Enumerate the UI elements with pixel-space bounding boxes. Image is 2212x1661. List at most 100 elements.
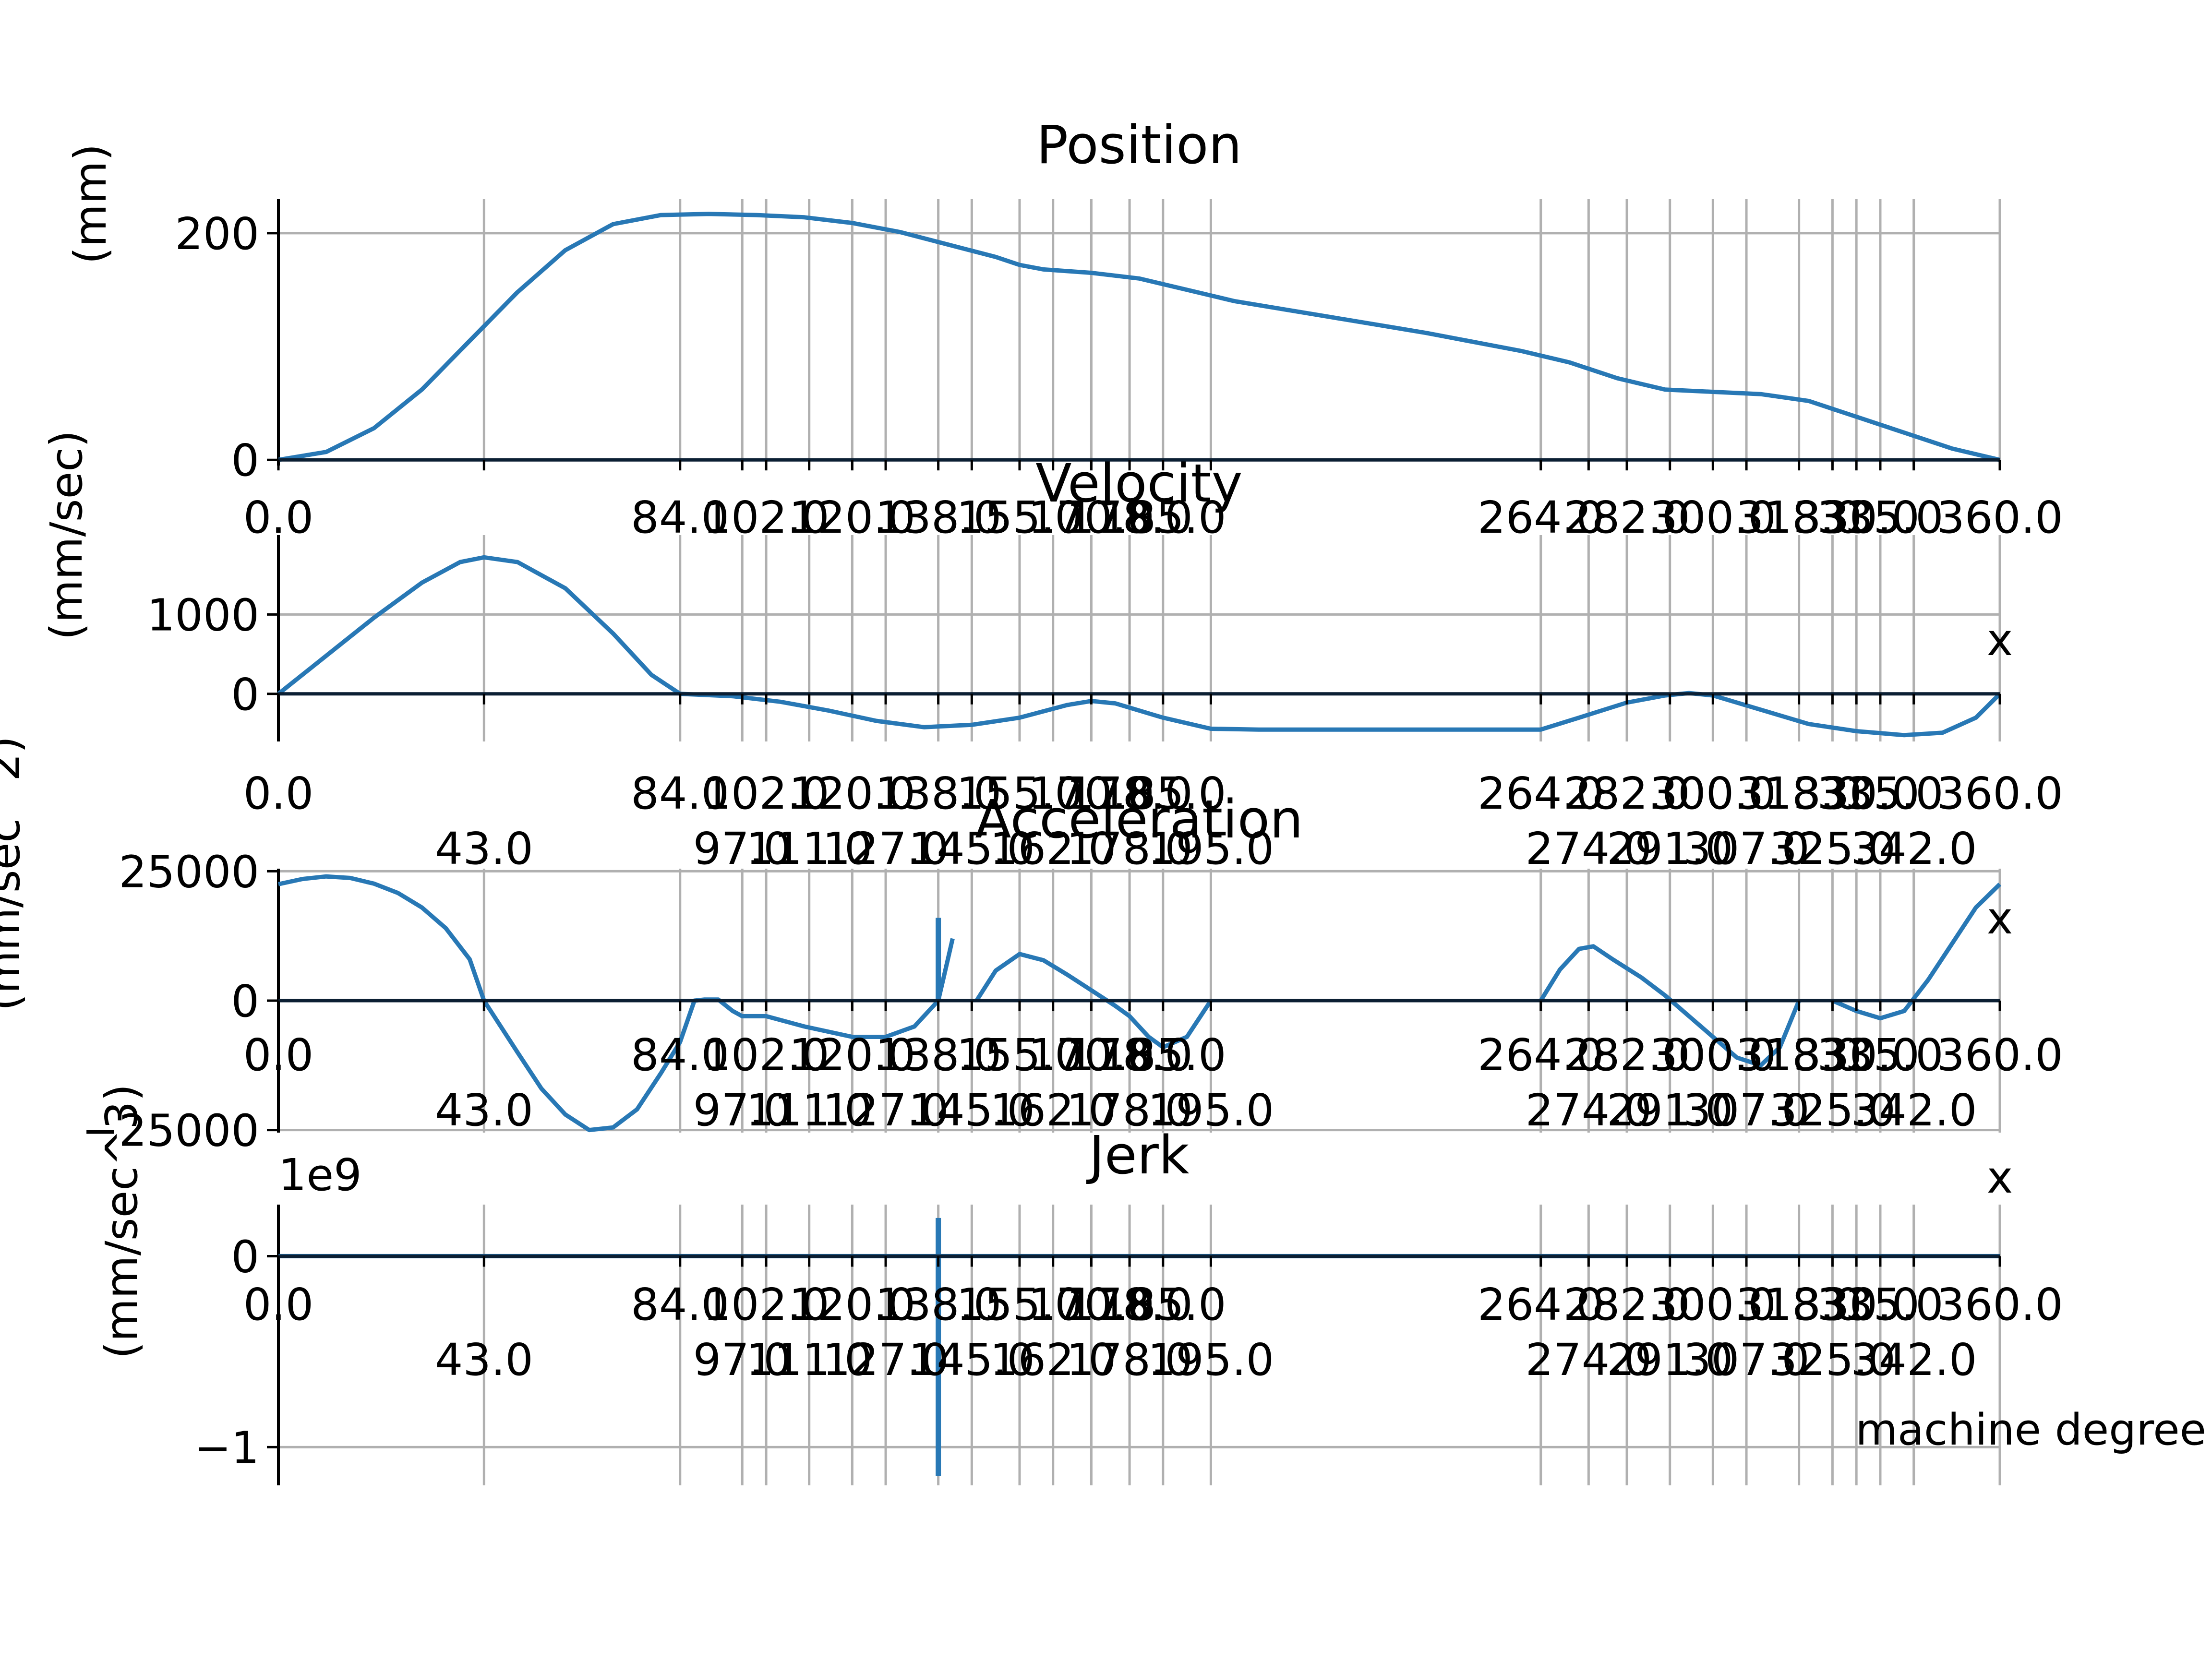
x-tick-label: 342.0	[1851, 823, 1977, 874]
panel-title: Jerk	[1086, 1124, 1189, 1186]
x-tick-label: 178.0	[1066, 492, 1192, 543]
x-tick-label: 84.0	[631, 1029, 729, 1081]
y-tick-label: 200	[175, 208, 259, 260]
x-tick-label: 330.0	[1793, 768, 1919, 819]
x-tick-label: 335.0	[1817, 492, 1943, 543]
x-tick-label: 138.0	[875, 1279, 1001, 1330]
x-tick-label: 318.0	[1736, 1279, 1862, 1330]
x-tick-label: 138.0	[875, 768, 1001, 819]
x-tick-label: 145.0	[909, 1085, 1035, 1136]
x-tick-label: 195.0	[1148, 1085, 1274, 1136]
x-tick-label: 97.0	[693, 1334, 792, 1386]
x-tick-label: 120.0	[789, 1029, 915, 1081]
x-tick-label: 43.0	[435, 823, 533, 874]
x-tick-label: 185.0	[1100, 492, 1226, 543]
x-tick-label: 325.0	[1769, 1085, 1896, 1136]
x-tick-label: 185.0	[1100, 1279, 1226, 1330]
y-axis-label: (mm/sec)	[41, 430, 92, 640]
x-tick-label: 282.0	[1563, 768, 1690, 819]
x-tick-label: 360.0	[1936, 1029, 2063, 1081]
x-tick-label: 330.0	[1793, 1029, 1919, 1081]
x-tick-label: 111.0	[746, 1334, 872, 1386]
x-tick-label: 282.0	[1563, 1029, 1690, 1081]
y-tick-label: 0	[231, 669, 259, 720]
x-tick-label: 178.0	[1066, 1085, 1192, 1136]
panel-position: 0 200 0.0 84.0102.0120.0138.0155.0170.0178.…	[65, 114, 2063, 543]
x-tick-label: 274.0	[1526, 823, 1652, 874]
x-tick-label: 330.0	[1793, 1279, 1919, 1330]
panel-title: Acceleration	[975, 789, 1303, 850]
x-tick-label: 318.0	[1736, 768, 1862, 819]
x-tick-label: 300.0	[1650, 1029, 1776, 1081]
x-tick-label: 155.0	[956, 1279, 1082, 1330]
x-tick-label: 170.0	[1028, 1029, 1154, 1081]
x-tick-label: 185.0	[1100, 1029, 1226, 1081]
x-tick-label: 127.0	[822, 1085, 949, 1136]
x-tick-label: 145.0	[909, 823, 1035, 874]
series-line	[974, 952, 1213, 1050]
panel-title: Position	[1036, 114, 1242, 176]
y-tick-label: −25000	[82, 1105, 259, 1157]
x-tick-label: 0.0	[243, 768, 313, 819]
x-tick-label: 264.0	[1478, 1279, 1604, 1330]
x-axis-label: machine degree	[1855, 1405, 2206, 1455]
series-line	[278, 874, 955, 1133]
x-tick-label: 170.0	[1028, 492, 1154, 543]
series-line	[277, 555, 2002, 738]
x-tick-label: 127.0	[822, 1334, 949, 1386]
x-tick-label: 155.0	[956, 768, 1082, 819]
x-tick-label: 195.0	[1148, 823, 1274, 874]
x-tick-label: 43.0	[435, 1085, 533, 1136]
y-tick-label: 0	[231, 1231, 259, 1282]
x-marker-text: x	[1987, 1152, 2013, 1203]
x-tick-label: 307.0	[1683, 1085, 1809, 1136]
x-tick-label: 300.0	[1650, 768, 1776, 819]
x-tick-label: 155.0	[956, 1029, 1082, 1081]
x-tick-label: 307.0	[1683, 823, 1809, 874]
x-tick-label: 0.0	[243, 1279, 313, 1330]
x-tick-label: 162.0	[990, 1085, 1116, 1136]
x-tick-label: 300.0	[1650, 1279, 1776, 1330]
x-tick-label: 43.0	[435, 1334, 533, 1386]
x-tick-label: 120.0	[789, 768, 915, 819]
x-tick-label: 102.0	[703, 768, 829, 819]
x-tick-label: 300.0	[1650, 492, 1776, 543]
panel-jerk: −100.0 84.0102.0120.0138.0155.0170.0178.0…	[96, 1084, 2063, 1485]
x-tick-label: 178.0	[1066, 1334, 1192, 1386]
y-tick-label: 1000	[147, 589, 259, 641]
x-tick-label: 264.0	[1478, 492, 1604, 543]
x-tick-label: 335.0	[1817, 768, 1943, 819]
series-line	[1831, 883, 2002, 1021]
x-tick-label: 291.0	[1607, 823, 1733, 874]
y-tick-label: 25000	[119, 846, 259, 897]
x-tick-label: 170.0	[1028, 768, 1154, 819]
x-tick-label: 307.0	[1683, 1334, 1809, 1386]
x-tick-label: 342.0	[1851, 1085, 1977, 1136]
x-tick-label: 264.0	[1478, 1029, 1604, 1081]
series-line	[1539, 944, 1801, 1068]
x-tick-label: 274.0	[1526, 1085, 1652, 1136]
x-tick-label: 120.0	[789, 492, 915, 543]
x-tick-label: 342.0	[1851, 1334, 1977, 1386]
x-tick-label: 102.0	[703, 1029, 829, 1081]
x-tick-label: 0.0	[243, 492, 313, 543]
panel-title: Velocity	[1035, 453, 1243, 514]
x-tick-label: 318.0	[1736, 492, 1862, 543]
x-tick-label: 325.0	[1769, 823, 1896, 874]
x-tick-label: 97.0	[693, 1085, 792, 1136]
x-tick-label: 330.0	[1793, 492, 1919, 543]
x-tick-label: 335.0	[1817, 1279, 1943, 1330]
x-tick-label: 291.0	[1607, 1334, 1733, 1386]
x-tick-label: 145.0	[909, 1334, 1035, 1386]
x-tick-label: 84.0	[631, 492, 729, 543]
x-tick-label: 282.0	[1563, 492, 1690, 543]
x-tick-label: 84.0	[631, 1279, 729, 1330]
x-tick-label: 335.0	[1817, 1029, 1943, 1081]
x-tick-label: 102.0	[703, 1279, 829, 1330]
x-tick-label: 155.0	[956, 492, 1082, 543]
x-tick-label: 360.0	[1936, 768, 2063, 819]
x-tick-label: 178.0	[1066, 1029, 1192, 1081]
